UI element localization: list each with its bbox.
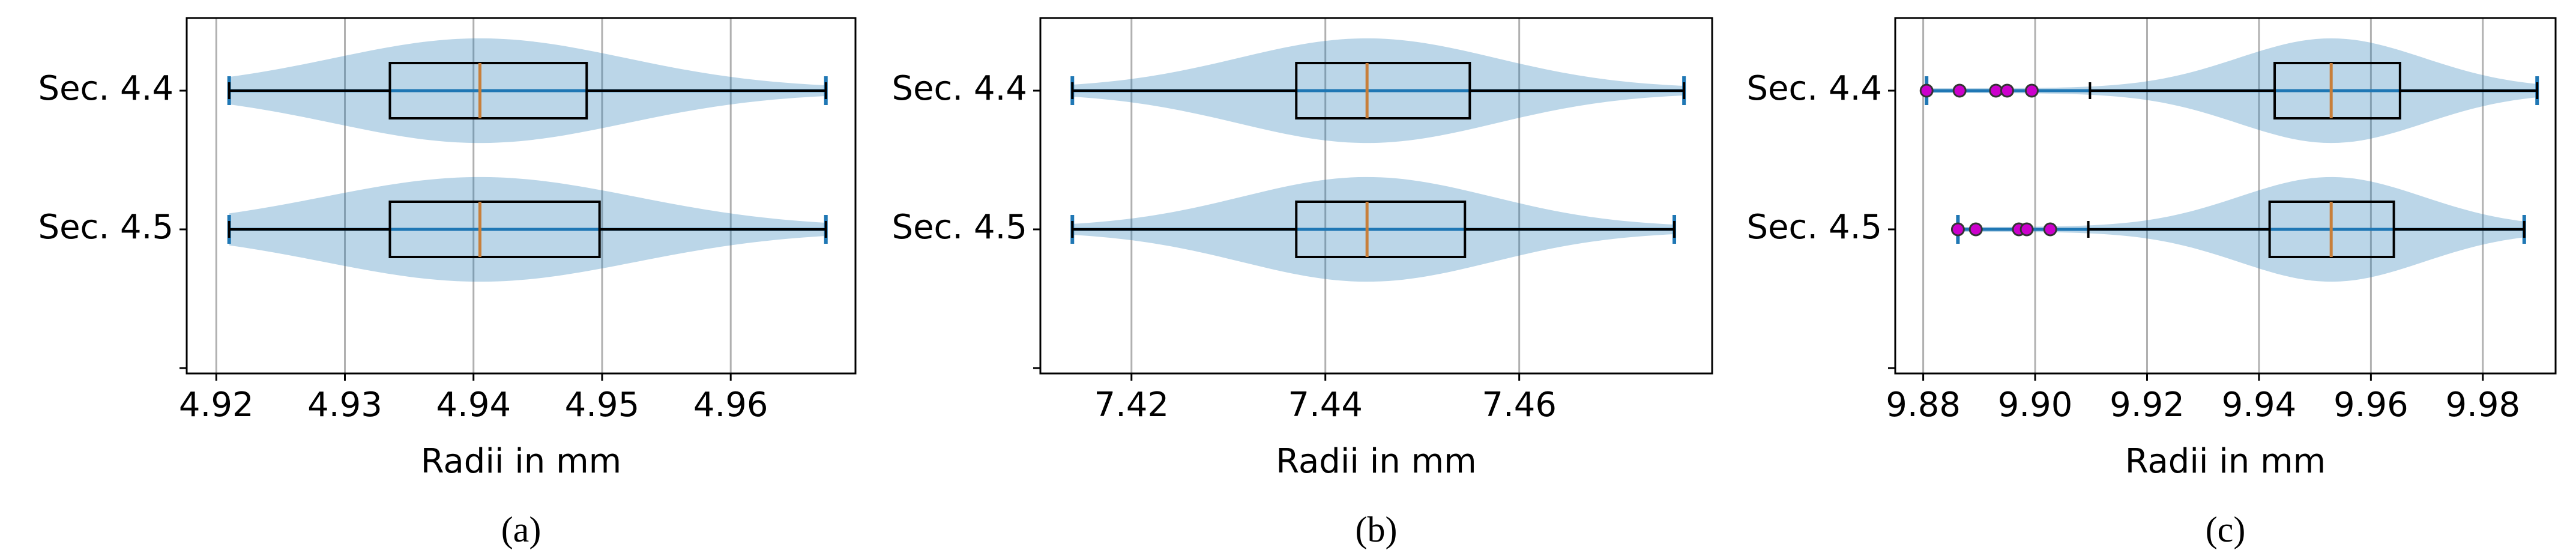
outlier	[1950, 222, 1965, 237]
x-tick-label: 9.90	[1998, 385, 2073, 425]
x-tick-label: 4.94	[436, 385, 511, 425]
x-tick-label: 4.95	[565, 385, 640, 425]
outlier	[1968, 222, 1983, 237]
y-tick-label: Sec. 4.5	[38, 208, 173, 247]
box	[2273, 62, 2401, 119]
x-tick-label: 4.92	[179, 385, 254, 425]
y-tick-label: Sec. 4.5	[892, 208, 1027, 247]
caption: (a)	[501, 510, 541, 549]
box	[1295, 201, 1467, 258]
x-tick-label: 9.92	[2110, 385, 2185, 425]
panel: 4.92 4.93 4.94 4.95 4.96 Radii in mm (a) Sec. 4…	[38, 17, 857, 549]
plot-frame	[1894, 17, 2557, 375]
outlier	[2024, 83, 2039, 98]
plot-frame	[1039, 17, 1713, 375]
x-tick-label: 7.42	[1094, 385, 1169, 425]
x-tick-label: 9.94	[2222, 385, 2297, 425]
box	[388, 62, 588, 119]
box	[388, 201, 601, 258]
x-axis-label: Radii in mm	[421, 442, 621, 481]
x-tick-label: 4.93	[307, 385, 382, 425]
outlier	[1989, 83, 2003, 98]
panel: 9.88 9.90 9.92 9.94 9.96 9.98 Radii in mm (c) Se…	[1747, 17, 2557, 549]
x-tick-label: 9.98	[2445, 385, 2520, 425]
plot-frame	[186, 17, 857, 375]
outlier	[2019, 222, 2034, 237]
outlier	[1952, 83, 1967, 98]
caption: (c)	[2206, 510, 2246, 549]
x-axis-label: Radii in mm	[2125, 442, 2326, 481]
outlier	[2043, 222, 2057, 237]
box	[1295, 62, 1471, 119]
y-tick-label: Sec. 4.5	[1747, 208, 1882, 247]
outlier	[2000, 83, 2014, 98]
x-tick-label: 9.88	[1886, 385, 1961, 425]
y-tick-label: Sec. 4.4	[892, 69, 1027, 108]
x-tick-label: 4.96	[693, 385, 768, 425]
y-tick-label: Sec. 4.4	[1747, 69, 1882, 108]
x-tick-label: 7.44	[1288, 385, 1363, 425]
outlier	[1919, 83, 1934, 98]
x-tick-label: 9.96	[2333, 385, 2409, 425]
x-axis-label: Radii in mm	[1276, 442, 1476, 481]
y-tick-label: Sec. 4.4	[38, 69, 173, 108]
caption: (b)	[1356, 510, 1398, 549]
x-tick-label: 7.46	[1482, 385, 1557, 425]
